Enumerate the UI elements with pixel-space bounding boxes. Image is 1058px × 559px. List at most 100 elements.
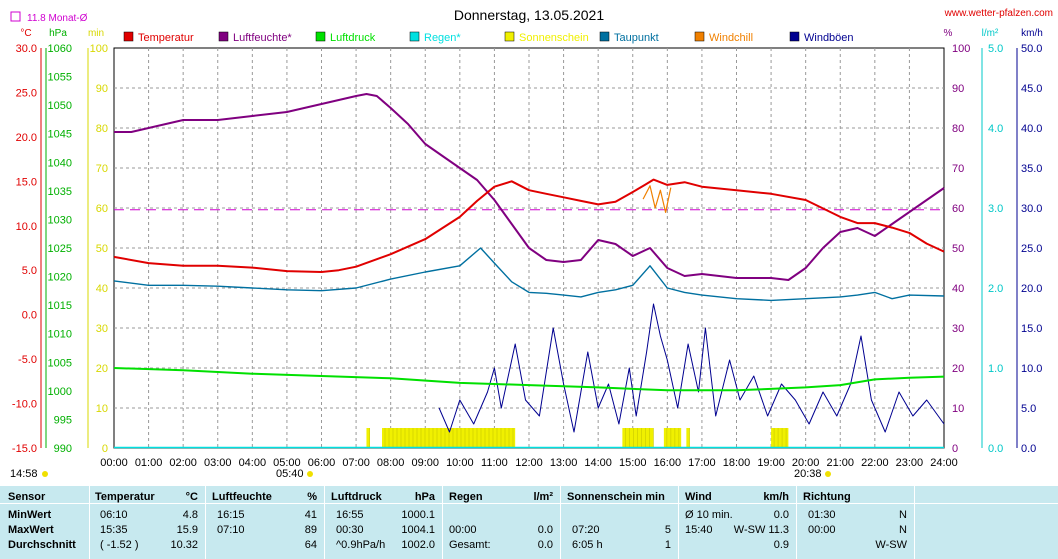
legend-label: Sonnenschein bbox=[519, 32, 589, 44]
wind-tick-label: 5.0 bbox=[1021, 403, 1036, 415]
site-link[interactable]: www.wetter-pfalzen.com bbox=[944, 8, 1053, 19]
hum-tick-label: 10 bbox=[952, 403, 964, 415]
sun-icon-sunrise bbox=[307, 471, 313, 477]
pressure-value: 1000.1 bbox=[401, 509, 435, 521]
humidity-line bbox=[114, 93, 945, 281]
sun-tick-label: 60 bbox=[96, 203, 108, 215]
direction-value: W-SW bbox=[875, 539, 907, 551]
rain-value: 0.0 bbox=[537, 524, 553, 536]
legend-label: Luftdruck bbox=[330, 32, 376, 44]
wind-tick-label: 30.0 bbox=[1021, 203, 1042, 215]
header-pressure: Luftdruck bbox=[331, 491, 382, 503]
sun-tick-label: 80 bbox=[96, 123, 108, 135]
rain-tick-label: 5.0 bbox=[988, 43, 1003, 55]
x-tick-label: 09:00 bbox=[411, 457, 439, 469]
hum-tick-label: 40 bbox=[952, 283, 964, 295]
legend-swatch bbox=[409, 31, 420, 42]
temp-tick-label: 5.0 bbox=[22, 265, 37, 277]
legend-label: Regen* bbox=[424, 32, 461, 44]
temp-time: 06:10 bbox=[100, 509, 128, 521]
legend-label: Luftfeuchte* bbox=[233, 32, 292, 44]
pressure-time: ^0.9hPa/h bbox=[336, 539, 386, 551]
rain-tick-label: 1.0 bbox=[988, 363, 1003, 375]
press-tick-label: 1050 bbox=[48, 100, 72, 112]
wind-axis-unit: km/h bbox=[1021, 28, 1043, 39]
temp-tick-label: -10.0 bbox=[12, 399, 37, 411]
temp-axis-unit: °C bbox=[20, 28, 31, 39]
temp-tick-label: 15.0 bbox=[16, 176, 37, 188]
sun-tick-label: 90 bbox=[96, 83, 108, 95]
header-humidity-unit: % bbox=[307, 491, 317, 503]
temp-value: 10.32 bbox=[170, 539, 198, 551]
wind-tick-label: 10.0 bbox=[1021, 363, 1042, 375]
legend-label: Windchill bbox=[709, 32, 753, 44]
sun-tick-label: 0 bbox=[102, 443, 108, 455]
chart-title: Donnerstag, 13.05.2021 bbox=[454, 7, 604, 23]
hum-tick-label: 100 bbox=[952, 43, 970, 55]
legend-swatch bbox=[789, 31, 800, 42]
humidity-time: 07:10 bbox=[217, 524, 245, 536]
press-tick-label: 1020 bbox=[48, 272, 72, 284]
sunshine-time: 6:05 h bbox=[572, 539, 603, 551]
sunshine-bar bbox=[366, 428, 370, 448]
header-temperature: Temperatur bbox=[95, 491, 155, 503]
legend-label: Windböen bbox=[804, 32, 854, 44]
hum-tick-label: 60 bbox=[952, 203, 964, 215]
rain-tick-label: 0.0 bbox=[988, 443, 1003, 455]
gusts-line bbox=[438, 303, 945, 433]
x-tick-label: 10:00 bbox=[446, 457, 474, 469]
sunset-label: 20:38 bbox=[794, 468, 822, 480]
hum-tick-label: 0 bbox=[952, 443, 958, 455]
wind-time: 15:40 bbox=[685, 524, 713, 536]
direction-value: N bbox=[899, 524, 907, 536]
x-tick-label: 01:00 bbox=[135, 457, 163, 469]
temp-time: ( -1.52 ) bbox=[100, 539, 139, 551]
x-tick-label: 14:00 bbox=[584, 457, 612, 469]
sunshine-bar bbox=[663, 428, 682, 448]
press-tick-label: 1000 bbox=[48, 386, 72, 398]
wind-value: 0.9 bbox=[773, 539, 789, 551]
press-tick-label: 1045 bbox=[48, 129, 72, 141]
x-tick-label: 08:00 bbox=[377, 457, 405, 469]
direction-value: N bbox=[899, 509, 907, 521]
humidity-time: 16:15 bbox=[217, 509, 245, 521]
sunshine-bar bbox=[622, 428, 654, 448]
sunshine-value: 1 bbox=[664, 539, 671, 551]
legend-label: Temperatur bbox=[138, 32, 194, 44]
temp-tick-label: 10.0 bbox=[16, 221, 37, 233]
temp-tick-label: 20.0 bbox=[16, 132, 37, 144]
wind-value: W-SW 11.3 bbox=[733, 524, 789, 536]
dewpoint-line bbox=[113, 247, 945, 302]
header-wind: Wind bbox=[685, 491, 712, 503]
sun-tick-label: 10 bbox=[96, 403, 108, 415]
sun-icon-timestamp bbox=[42, 471, 48, 477]
sunrise-label: 05:40 bbox=[276, 468, 304, 480]
x-tick-label: 13:00 bbox=[550, 457, 578, 469]
timestamp-label: 14:58 bbox=[10, 468, 38, 480]
weather-chart: Donnerstag, 13.05.2021 www.wetter-pfalze… bbox=[10, 7, 1053, 480]
pressure-value: 1002.0 bbox=[401, 539, 435, 551]
header-rain: Regen bbox=[449, 491, 483, 503]
sun-tick-label: 20 bbox=[96, 363, 108, 375]
header-temp-unit: °C bbox=[185, 491, 198, 503]
x-tick-label: 19:00 bbox=[757, 457, 785, 469]
legend-swatch bbox=[599, 31, 610, 42]
x-tick-label: 03:00 bbox=[204, 457, 232, 469]
legend-label: Taupunkt bbox=[614, 32, 659, 44]
pressure-time: 00:30 bbox=[336, 524, 364, 536]
x-tick-label: 21:00 bbox=[826, 457, 854, 469]
legend-swatch bbox=[218, 31, 229, 42]
press-tick-label: 1060 bbox=[48, 43, 72, 55]
hum-tick-label: 70 bbox=[952, 163, 964, 175]
temp-time: 15:35 bbox=[100, 524, 128, 536]
pressure-value: 1004.1 bbox=[401, 524, 435, 536]
row-label: MaxWert bbox=[8, 524, 54, 536]
humidity-value: 89 bbox=[304, 524, 317, 536]
temp-value: 4.8 bbox=[182, 509, 198, 521]
x-tick-label: 16:00 bbox=[654, 457, 682, 469]
hum-tick-label: 20 bbox=[952, 363, 964, 375]
temp-tick-label: 0.0 bbox=[22, 310, 37, 322]
hum-tick-label: 50 bbox=[952, 243, 964, 255]
x-tick-label: 07:00 bbox=[342, 457, 370, 469]
rain-time: Gesamt: bbox=[449, 539, 491, 551]
